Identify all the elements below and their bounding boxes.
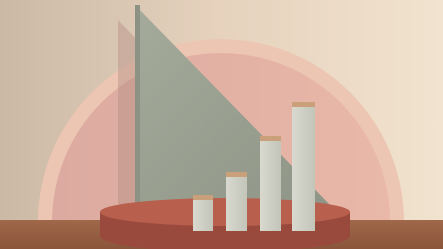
- column: [193, 199, 213, 231]
- scene: [0, 0, 443, 249]
- column-top: [260, 136, 281, 141]
- column: [260, 140, 281, 231]
- column: [226, 176, 247, 231]
- triangle-edge: [135, 5, 140, 207]
- page: [0, 0, 443, 249]
- column-top: [226, 172, 247, 177]
- column-top: [292, 102, 315, 107]
- column: [292, 106, 315, 231]
- column-top: [193, 195, 213, 200]
